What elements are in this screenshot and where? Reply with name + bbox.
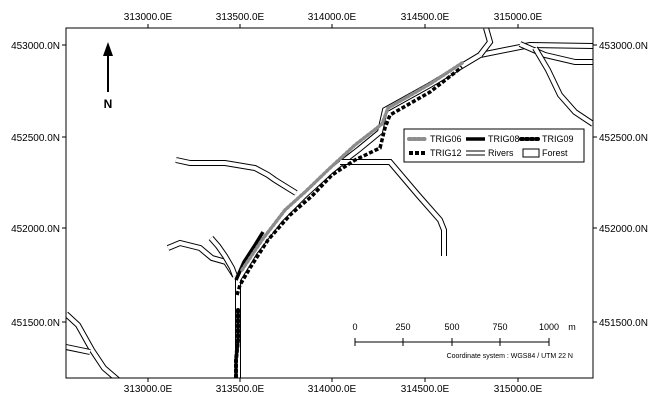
legend-item-forest: Forest: [522, 148, 568, 158]
scale-unit: m: [568, 322, 576, 332]
y-tick-right-2: 452500.0N: [599, 133, 648, 144]
x-axis-bottom-labels: 313000.0E 313500.0E 314000.0E 314500.0E …: [124, 384, 543, 395]
legend-label-forest: Forest: [542, 148, 568, 158]
legend-item-trig08: TRIG08: [466, 134, 520, 144]
y-tick-right-3: 452000.0N: [599, 224, 648, 235]
x-tick-top-4: 314500.0E: [401, 12, 450, 23]
x-tick-bottom-3: 314000.0E: [308, 384, 357, 394]
scale-label-250: 250: [395, 322, 410, 332]
trig09-track: [234, 308, 240, 378]
x-axis-top-labels: 313000.0E 313500.0E 314000.0E 314500.0E …: [124, 12, 543, 23]
y-tick-left-4: 451500.0N: [11, 318, 60, 329]
legend-symbol-forest: [522, 148, 540, 158]
map-legend: TRIG06 TRIG08 TRIG09 TRIG12 Rivers: [403, 128, 585, 163]
legend-item-trig12: TRIG12: [409, 148, 462, 158]
x-tick-top-3: 314000.0E: [308, 12, 357, 23]
x-tick-bottom-5: 315000.0E: [494, 384, 543, 394]
scale-label-750: 750: [492, 322, 507, 332]
legend-item-rivers: Rivers: [466, 148, 514, 158]
y-tick-left-3: 452000.0N: [11, 224, 60, 235]
scale-label-500: 500: [444, 322, 459, 332]
y-tick-left-1: 453000.0N: [11, 41, 60, 52]
x-tick-top-5: 315000.0E: [494, 12, 543, 23]
river-network: [66, 28, 593, 378]
trig08-track: [234, 231, 265, 281]
trig06-track: [240, 61, 464, 272]
scale-label-1000: 1000: [539, 322, 559, 332]
scale-bar: 0 250 500 750 1000 m: [352, 322, 576, 346]
y-tick-left-2: 452500.0N: [11, 133, 60, 144]
trig12-track: [235, 65, 464, 296]
map-frame: [65, 27, 594, 379]
y-axis-left-labels: 453000.0N 452500.0N 452000.0N 451500.0N: [11, 41, 60, 329]
legend-item-trig09: TRIG09: [519, 134, 574, 144]
axis-ticks: [62, 24, 597, 382]
legend-label-trig08: TRIG08: [488, 134, 520, 144]
north-arrow-icon: [103, 42, 113, 92]
x-tick-top-1: 313000.0E: [124, 12, 173, 23]
y-tick-right-1: 453000.0N: [599, 41, 648, 52]
legend-label-trig06: TRIG06: [430, 134, 462, 144]
x-tick-bottom-4: 314500.0E: [401, 384, 450, 394]
legend-label-rivers: Rivers: [488, 148, 514, 158]
legend-label-trig09: TRIG09: [542, 134, 574, 144]
legend-box: [403, 128, 585, 163]
x-tick-bottom-1: 313000.0E: [124, 384, 173, 394]
coordinate-system-label: Coordinate system : WGS84 / UTM 22 N: [447, 353, 573, 360]
map-background: [66, 28, 593, 378]
scale-label-0: 0: [352, 322, 357, 332]
y-axis-right-labels: 453000.0N 452500.0N 452000.0N 451500.0N: [599, 41, 648, 329]
x-tick-top-2: 313500.0E: [216, 12, 265, 23]
y-tick-right-4: 451500.0N: [599, 318, 648, 329]
legend-label-trig12: TRIG12: [430, 148, 462, 158]
north-label: N: [104, 97, 113, 111]
x-tick-bottom-2: 313500.0E: [216, 384, 265, 394]
north-arrow: N: [103, 42, 113, 111]
legend-item-trig06: TRIG06: [407, 134, 462, 144]
